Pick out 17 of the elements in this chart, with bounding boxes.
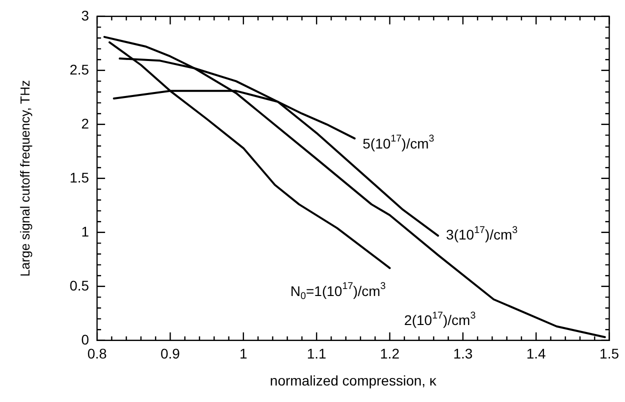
y-tick-label: 3 [81, 7, 90, 24]
y-tick-label: 2 [81, 115, 90, 132]
y-tick-label: 2.5 [70, 61, 90, 78]
x-axis-title: normalized compression, κ [270, 372, 438, 388]
y-tick-label: 1 [81, 223, 90, 240]
x-tick-label: 1.2 [380, 346, 400, 362]
y-tick-label: 0 [81, 331, 90, 348]
y-tick-label: 0.5 [70, 277, 90, 294]
x-tick-label: 1.4 [526, 346, 546, 362]
x-tick-label: 0.8 [87, 346, 108, 362]
x-tick-label: 1.5 [600, 346, 620, 362]
x-tick-label: 0.9 [160, 346, 180, 362]
x-tick-label: 1 [240, 346, 248, 362]
y-tick-label: 1.5 [70, 169, 90, 186]
x-tick-label: 1.3 [453, 346, 473, 362]
x-tick-label: 1.1 [306, 346, 327, 362]
y-axis-title: Large signal cutoff frequency, THz [17, 80, 32, 277]
